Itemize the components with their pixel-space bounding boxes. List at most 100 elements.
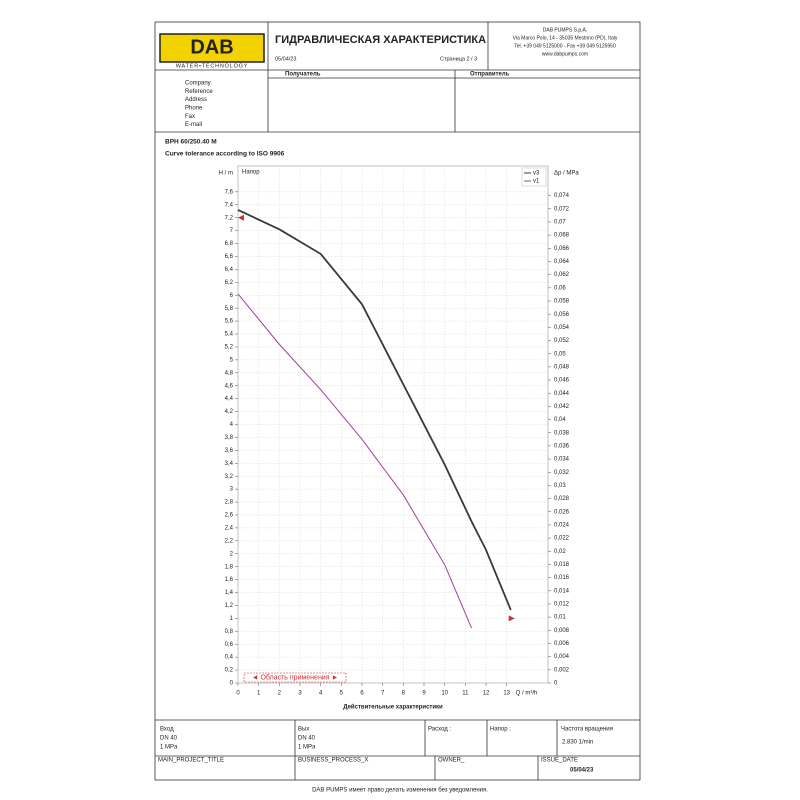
cell: Расход : bbox=[428, 727, 451, 733]
y2-tick-label: 0,052 bbox=[554, 338, 570, 344]
cell: Вых bbox=[298, 727, 309, 733]
date: 05/04/23 bbox=[275, 56, 296, 62]
y2-tick-label: 0,064 bbox=[554, 259, 570, 265]
y-tick-label: 0,2 bbox=[225, 668, 234, 674]
chart: 0 0,2 0,4 0,6 0,8 1 1,2 1,4 1,6 1,8 2 2,2 2,4 2,6 2,8 3… bbox=[219, 165, 579, 711]
y2-tick-label: 0,034 bbox=[554, 457, 570, 463]
x-tick-label: 3 bbox=[298, 691, 302, 697]
y-tick-label: 1,4 bbox=[225, 590, 234, 596]
field-label: Reference bbox=[185, 89, 213, 95]
x-tick-label: 8 bbox=[402, 691, 406, 697]
y-tick-label: 3,4 bbox=[225, 461, 234, 467]
table-dividers bbox=[294, 720, 558, 780]
y2-tick-label: 0 bbox=[554, 681, 558, 687]
y-tick-label: 6,4 bbox=[225, 267, 234, 273]
y-tick-label: 0 bbox=[230, 681, 234, 687]
y-tick-label: 5,4 bbox=[225, 332, 234, 338]
frame bbox=[154, 21, 641, 781]
y2-tick-label: 0,068 bbox=[554, 233, 570, 239]
x-tick-label: 11 bbox=[462, 691, 469, 697]
logo-sub: WATER•TECHNOLOGY bbox=[176, 63, 248, 69]
cell: DN 40 bbox=[160, 736, 178, 742]
marker bbox=[238, 214, 244, 221]
cell: 2.830 1/min bbox=[562, 740, 593, 746]
y2-tick-label: 0,036 bbox=[554, 443, 570, 449]
y-tick-label: 4,4 bbox=[225, 396, 234, 402]
x-tick-label: 5 bbox=[340, 691, 344, 697]
y2-tick-label: 0,046 bbox=[554, 378, 570, 384]
x-tick-label: 2 bbox=[278, 691, 282, 697]
recipient: Получатель bbox=[285, 72, 321, 78]
cell: OWNER_ bbox=[438, 758, 465, 764]
y2-tick-label: 0,024 bbox=[554, 523, 570, 529]
y-tick-label: 5,8 bbox=[225, 306, 234, 312]
y2-tick-label: 0,058 bbox=[554, 299, 570, 305]
field-label: Address bbox=[185, 97, 207, 103]
y-tick-label: 7 bbox=[230, 228, 234, 234]
page-number: Страница 2 / 3 bbox=[440, 56, 477, 62]
model: BPH 60/250.40 M bbox=[165, 139, 217, 146]
y2-tick-label: 0,01 bbox=[554, 615, 566, 621]
y2-tick-label: 0,028 bbox=[554, 496, 570, 502]
series-line bbox=[237, 293, 472, 629]
x-tick-label: 7 bbox=[381, 691, 385, 697]
y2-tick-label: 0,044 bbox=[554, 391, 570, 397]
field-label: Company bbox=[185, 81, 211, 87]
logo-box bbox=[159, 33, 265, 63]
y-tick-label: 3,2 bbox=[225, 474, 234, 480]
y2-tick-label: 0,008 bbox=[554, 628, 570, 634]
y-tick-label: 3 bbox=[230, 487, 234, 493]
y-tick-label: 5,2 bbox=[225, 345, 234, 351]
x-tick-label: 4 bbox=[319, 691, 323, 697]
marker bbox=[508, 615, 515, 622]
footer-table: Вход DN 40 1 MPa Вых DN 40 1 MPa Расход … bbox=[158, 727, 613, 774]
y-tick-label: 2,6 bbox=[225, 513, 234, 519]
tolerance: Curve tolerance according to ISO 9906 bbox=[165, 151, 285, 158]
y-tick-label: 6,6 bbox=[225, 254, 234, 260]
y2-tick-label: 0,062 bbox=[554, 272, 570, 278]
y-tick-label: 5 bbox=[230, 357, 234, 363]
y-tick-label: 2,4 bbox=[225, 525, 234, 531]
y-tick-label: 4,6 bbox=[225, 383, 234, 389]
x-tick-label: 0 bbox=[236, 691, 240, 697]
y-axis-label: H / m bbox=[219, 171, 233, 177]
cell: Частота вращения bbox=[561, 727, 613, 733]
company-line: www.dabpumps.com bbox=[542, 51, 588, 57]
x-tick-label: 12 bbox=[483, 691, 490, 697]
x-tick-label: 10 bbox=[441, 691, 448, 697]
y2-tick-label: 0,002 bbox=[554, 667, 570, 673]
y-tick-label: 6,8 bbox=[225, 241, 234, 247]
cell: 05/04/23 bbox=[570, 768, 594, 774]
y2-tick-label: 0,018 bbox=[554, 562, 570, 568]
y-tick-label: 4,8 bbox=[225, 370, 234, 376]
y2-tick-label: 0,022 bbox=[554, 536, 570, 542]
y2-tick-label: 0,016 bbox=[554, 575, 570, 581]
y2-tick-label: 0,03 bbox=[554, 483, 566, 489]
range-box bbox=[243, 672, 347, 683]
y2-tick-label: 0,012 bbox=[554, 602, 570, 608]
y2-tick-label: 0,06 bbox=[554, 285, 566, 291]
y2-tick-label: 0,02 bbox=[554, 549, 566, 555]
y-tick-label: 2 bbox=[230, 551, 234, 557]
x-tick-label: 13 bbox=[503, 691, 510, 697]
y2-tick-label: 0,054 bbox=[554, 325, 570, 331]
y2-tick-label: 0,04 bbox=[554, 417, 566, 423]
x-tick-label: 6 bbox=[360, 691, 364, 697]
y2-tick-label: 0,014 bbox=[554, 588, 570, 594]
y-tick-label: 6 bbox=[230, 293, 234, 299]
legend-label: v3 bbox=[533, 171, 540, 177]
curve-label: Напор bbox=[242, 170, 260, 176]
field-label: E-mail bbox=[185, 122, 202, 128]
x-tick-label: 9 bbox=[422, 691, 426, 697]
legend-label: v1 bbox=[533, 179, 540, 185]
y-tick-label: 0,4 bbox=[225, 655, 234, 661]
y2-tick-label: 0,048 bbox=[554, 364, 570, 370]
fields: Company Reference Address Phone Fax E-mail bbox=[185, 81, 213, 129]
field-label: Phone bbox=[185, 105, 203, 111]
y-tick-label: 1 bbox=[230, 616, 234, 622]
y2-tick-label: 0,056 bbox=[554, 312, 570, 318]
cell: BUSINESS_PROCESS_X bbox=[298, 758, 368, 764]
y-tick-label: 3,8 bbox=[225, 435, 234, 441]
title: ГИДРАВЛИЧЕСКАЯ ХАРАКТЕРИСТИКА bbox=[275, 34, 486, 46]
